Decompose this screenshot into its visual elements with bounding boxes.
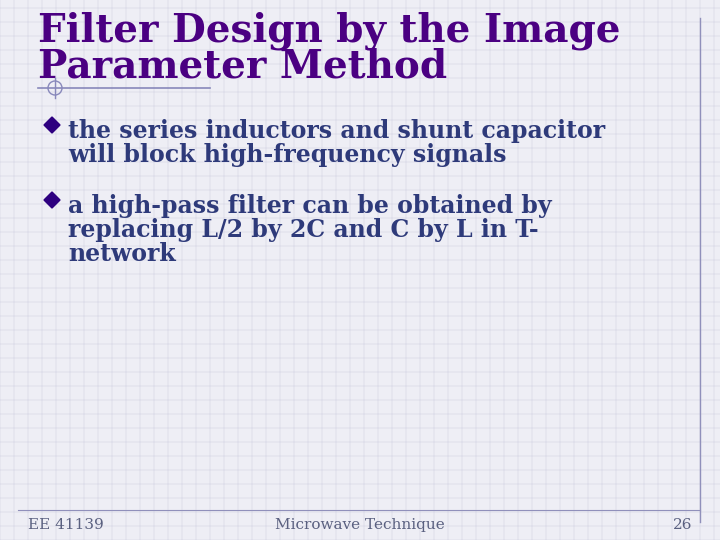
Text: network: network [68,242,176,266]
Text: Microwave Technique: Microwave Technique [275,518,445,532]
Polygon shape [44,117,60,133]
Text: replacing L/2 by 2C and C by L in T-: replacing L/2 by 2C and C by L in T- [68,218,539,242]
Text: Filter Design by the Image: Filter Design by the Image [38,12,621,51]
Text: a high-pass filter can be obtained by: a high-pass filter can be obtained by [68,194,552,218]
Text: EE 41139: EE 41139 [28,518,104,532]
Polygon shape [44,192,60,208]
Text: the series inductors and shunt capacitor: the series inductors and shunt capacitor [68,119,605,143]
Text: Parameter Method: Parameter Method [38,48,447,86]
Text: will block high-frequency signals: will block high-frequency signals [68,143,506,167]
Text: 26: 26 [672,518,692,532]
